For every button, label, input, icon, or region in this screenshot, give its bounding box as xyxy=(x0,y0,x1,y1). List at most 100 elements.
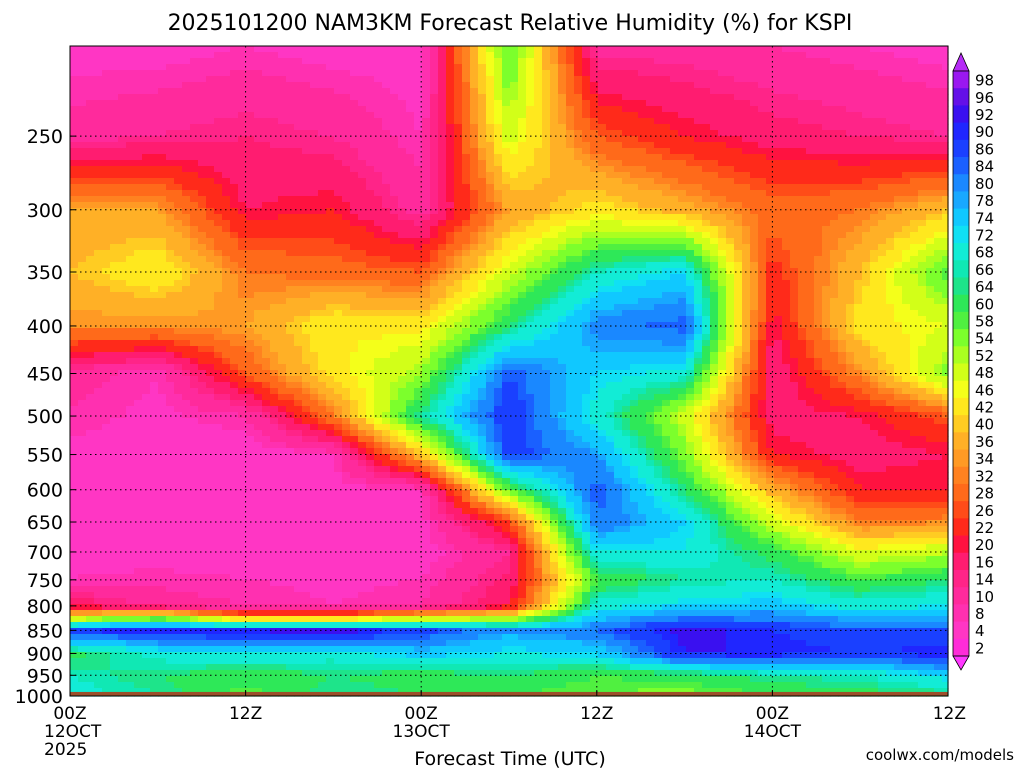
humidity-cell xyxy=(366,550,375,557)
humidity-cell xyxy=(134,652,143,659)
humidity-cell xyxy=(382,508,391,515)
humidity-cell xyxy=(342,604,351,611)
humidity-cell xyxy=(142,484,151,491)
humidity-cell xyxy=(70,82,79,89)
humidity-cell xyxy=(310,262,319,269)
humidity-cell xyxy=(430,478,439,485)
humidity-cell xyxy=(334,76,343,83)
humidity-cell xyxy=(334,178,343,185)
humidity-cell xyxy=(382,298,391,305)
humidity-cell xyxy=(326,112,335,119)
humidity-cell xyxy=(342,112,351,119)
humidity-cell xyxy=(110,256,119,263)
humidity-cell xyxy=(390,46,399,53)
humidity-cell xyxy=(102,454,111,461)
humidity-cell xyxy=(262,244,271,251)
humidity-cell xyxy=(158,244,167,251)
humidity-cell xyxy=(422,178,431,185)
humidity-cell xyxy=(430,292,439,299)
humidity-cell xyxy=(166,196,175,203)
humidity-cell xyxy=(406,118,415,125)
humidity-cell xyxy=(118,334,127,341)
humidity-cell xyxy=(206,274,215,281)
humidity-cell xyxy=(102,484,111,491)
humidity-cell xyxy=(286,598,295,605)
humidity-cell xyxy=(350,274,359,281)
humidity-cell xyxy=(342,64,351,71)
humidity-cell xyxy=(158,544,167,551)
humidity-cell xyxy=(286,70,295,77)
humidity-cell xyxy=(406,184,415,191)
humidity-cell xyxy=(422,184,431,191)
humidity-cell xyxy=(398,76,407,83)
humidity-cell xyxy=(390,316,399,323)
humidity-cell xyxy=(414,394,423,401)
humidity-cell xyxy=(142,286,151,293)
humidity-cell xyxy=(102,580,111,587)
humidity-cell xyxy=(238,532,247,539)
humidity-cell xyxy=(238,556,247,563)
humidity-cell xyxy=(198,256,207,263)
humidity-cell xyxy=(190,382,199,389)
humidity-cell xyxy=(310,682,319,689)
humidity-cell xyxy=(238,316,247,323)
humidity-cell xyxy=(302,568,311,575)
humidity-cell xyxy=(214,586,223,593)
humidity-cell xyxy=(102,526,111,533)
humidity-cell xyxy=(342,178,351,185)
humidity-cell xyxy=(158,316,167,323)
humidity-cell xyxy=(302,46,311,53)
humidity-cell xyxy=(86,658,95,665)
humidity-cell xyxy=(238,256,247,263)
humidity-cell xyxy=(118,400,127,407)
humidity-cell xyxy=(166,214,175,221)
humidity-cell xyxy=(94,292,103,299)
humidity-cell xyxy=(70,358,79,365)
humidity-cell xyxy=(230,682,239,689)
humidity-cell xyxy=(110,52,119,59)
humidity-cell xyxy=(286,238,295,245)
humidity-cell xyxy=(214,526,223,533)
humidity-cell xyxy=(302,184,311,191)
humidity-cell xyxy=(350,136,359,143)
humidity-cell xyxy=(414,496,423,503)
humidity-cell xyxy=(70,436,79,443)
humidity-cell xyxy=(390,388,399,395)
humidity-cell xyxy=(270,172,279,179)
humidity-cell xyxy=(430,526,439,533)
humidity-cell xyxy=(350,364,359,371)
humidity-cell xyxy=(198,394,207,401)
humidity-cell xyxy=(374,436,383,443)
humidity-cell xyxy=(366,76,375,83)
humidity-cell xyxy=(94,64,103,71)
humidity-cell xyxy=(390,670,399,677)
humidity-cell xyxy=(94,496,103,503)
humidity-cell xyxy=(222,430,231,437)
humidity-cell xyxy=(166,178,175,185)
humidity-cell xyxy=(190,544,199,551)
humidity-cell xyxy=(366,52,375,59)
humidity-cell xyxy=(366,328,375,335)
humidity-cell xyxy=(414,388,423,395)
humidity-cell xyxy=(182,106,191,113)
humidity-cell xyxy=(126,622,135,629)
humidity-cell xyxy=(342,196,351,203)
humidity-cell xyxy=(326,670,335,677)
humidity-cell xyxy=(174,280,183,287)
humidity-cell xyxy=(190,154,199,161)
humidity-cell xyxy=(318,250,327,257)
humidity-cell xyxy=(390,430,399,437)
humidity-cell xyxy=(150,316,159,323)
humidity-cell xyxy=(94,100,103,107)
humidity-cell xyxy=(374,430,383,437)
humidity-cell xyxy=(86,46,95,53)
humidity-cell xyxy=(278,448,287,455)
humidity-cell xyxy=(406,514,415,521)
humidity-cell xyxy=(326,364,335,371)
humidity-cell xyxy=(278,442,287,449)
humidity-cell xyxy=(302,238,311,245)
humidity-cell xyxy=(342,532,351,539)
humidity-cell xyxy=(334,544,343,551)
humidity-cell xyxy=(366,580,375,587)
humidity-cell xyxy=(254,418,263,425)
